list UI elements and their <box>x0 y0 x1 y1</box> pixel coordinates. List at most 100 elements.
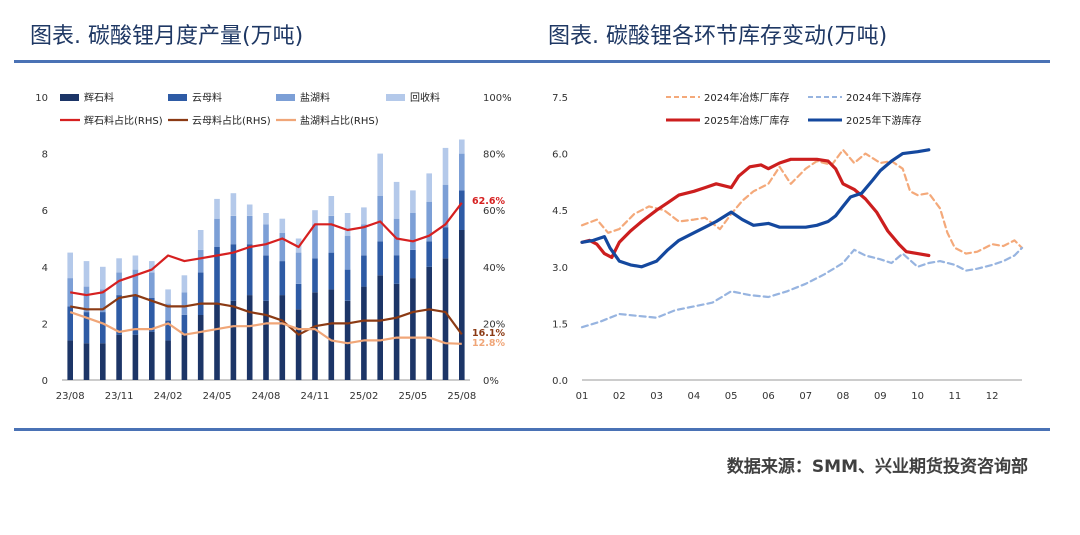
left-chart-title: 图表. 碳酸锂月度产量(万吨) <box>30 24 304 49</box>
recycle-bar <box>279 218 286 233</box>
x-tick-label: 01 <box>576 391 589 402</box>
lepidolite-bar <box>132 295 139 335</box>
legend-label: 回收料 <box>410 91 440 104</box>
recycle-bar <box>132 255 139 270</box>
x-tick-label: 24/11 <box>301 391 330 402</box>
x-tick-label: 25/08 <box>447 391 476 402</box>
spodumene-bar <box>132 334 139 380</box>
legend-swatch <box>168 94 187 101</box>
legend-swatch <box>60 94 79 101</box>
y-tick-label: 0 <box>42 376 48 387</box>
recycle-bar <box>100 266 106 290</box>
x-tick-label: 09 <box>874 391 887 402</box>
right-chart-title: 图表. 碳酸锂各环节库存变动(万吨) <box>548 24 888 49</box>
brine-bar <box>263 224 269 256</box>
y-tick-label: 2 <box>42 319 48 330</box>
spodumene-bar <box>279 295 286 380</box>
y-tick-label: 4.5 <box>552 206 568 217</box>
brine-bar <box>116 272 122 296</box>
brine-bar <box>442 184 449 228</box>
brine-bar <box>328 215 335 253</box>
y2-tick-label: 60% <box>483 206 505 217</box>
spodumene-bar <box>197 314 204 380</box>
x-tick-label: 12 <box>986 391 999 402</box>
spodumene-bar <box>116 334 122 380</box>
spodumene-bar <box>214 303 220 380</box>
x-tick-label: 11 <box>949 391 962 402</box>
lepidolite-bar <box>344 269 351 301</box>
spodumene-bar <box>67 340 73 380</box>
x-tick-label: 24/08 <box>252 391 281 402</box>
lepidolite-bar <box>197 272 204 315</box>
spodumene-bar <box>459 230 465 380</box>
lepidolite-bar <box>230 244 237 301</box>
legend-label: 盐湖料 <box>300 91 330 104</box>
recycle-bar <box>393 181 400 219</box>
spodumene-bar <box>377 275 383 380</box>
spodumene-bar <box>181 334 188 380</box>
smelter-2025-line <box>580 157 931 259</box>
spodumene-bar <box>442 258 449 380</box>
end-value-label: 16.1% <box>472 328 505 339</box>
brine-bar <box>377 196 383 242</box>
lepidolite-bar <box>295 283 302 310</box>
recycle-bar <box>246 204 253 216</box>
lepidolite-bar <box>442 227 449 259</box>
lepidolite-share-line <box>70 294 463 336</box>
x-tick-label: 03 <box>650 391 663 402</box>
recycle-bar <box>197 230 204 250</box>
y-tick-label: 3.0 <box>552 263 568 274</box>
recycle-bar <box>328 196 335 216</box>
spodumene-bar <box>426 266 432 380</box>
brine-share-line <box>69 311 462 345</box>
legend-label: 云母料占比(RHS) <box>192 114 271 127</box>
lepidolite-bar <box>312 258 318 293</box>
y-tick-label: 10 <box>35 93 48 104</box>
spodumene-bar <box>149 331 155 380</box>
lepidolite-bar <box>459 190 465 230</box>
spodumene-bar <box>263 300 269 380</box>
lepidolite-bar <box>100 312 106 344</box>
spodumene-bar <box>246 295 253 380</box>
brine-bar <box>197 249 204 273</box>
lepidolite-bar <box>393 255 400 284</box>
y-tick-label: 6 <box>42 206 48 217</box>
brine-bar <box>312 224 318 259</box>
brine-bar <box>149 272 155 298</box>
data-source-note: 数据来源：SMM、兴业期货投资咨询部 <box>726 457 1028 477</box>
recycle-bar <box>459 139 465 154</box>
brine-bar <box>459 153 465 191</box>
lepidolite-bar <box>116 295 122 335</box>
legend-swatch <box>386 94 405 101</box>
x-tick-label: 08 <box>837 391 850 402</box>
recycle-bar <box>83 261 90 287</box>
y-tick-label: 7.5 <box>552 93 568 104</box>
spodumene-bar <box>312 292 318 380</box>
bottom-divider <box>14 428 1050 431</box>
spodumene-bar <box>295 309 302 381</box>
brine-bar <box>246 215 253 245</box>
lepidolite-bar <box>279 261 286 296</box>
brine-bar <box>230 215 237 245</box>
downstream-2024-line <box>580 246 1024 329</box>
y-tick-label: 0.0 <box>552 376 568 387</box>
spodumene-share-line <box>70 202 463 297</box>
x-tick-label: 06 <box>762 391 775 402</box>
recycle-bar <box>426 173 432 202</box>
recycle-bar <box>361 207 367 225</box>
legend-label: 2025年冶炼厂库存 <box>704 114 789 127</box>
legend-label: 云母料 <box>192 91 222 104</box>
brine-bar <box>100 289 106 312</box>
legend-label: 2024年下游库存 <box>846 91 921 104</box>
brine-bar <box>410 213 416 250</box>
x-tick-label: 05 <box>725 391 738 402</box>
x-tick-label: 02 <box>613 391 626 402</box>
spodumene-bar <box>100 343 106 380</box>
lepidolite-bar <box>328 252 335 290</box>
y2-tick-label: 20% <box>483 319 505 330</box>
spodumene-bar <box>344 300 351 380</box>
recycle-bar <box>165 289 171 304</box>
x-tick-label: 24/02 <box>154 391 183 402</box>
brine-bar <box>165 303 171 321</box>
spodumene-bar <box>328 289 335 380</box>
